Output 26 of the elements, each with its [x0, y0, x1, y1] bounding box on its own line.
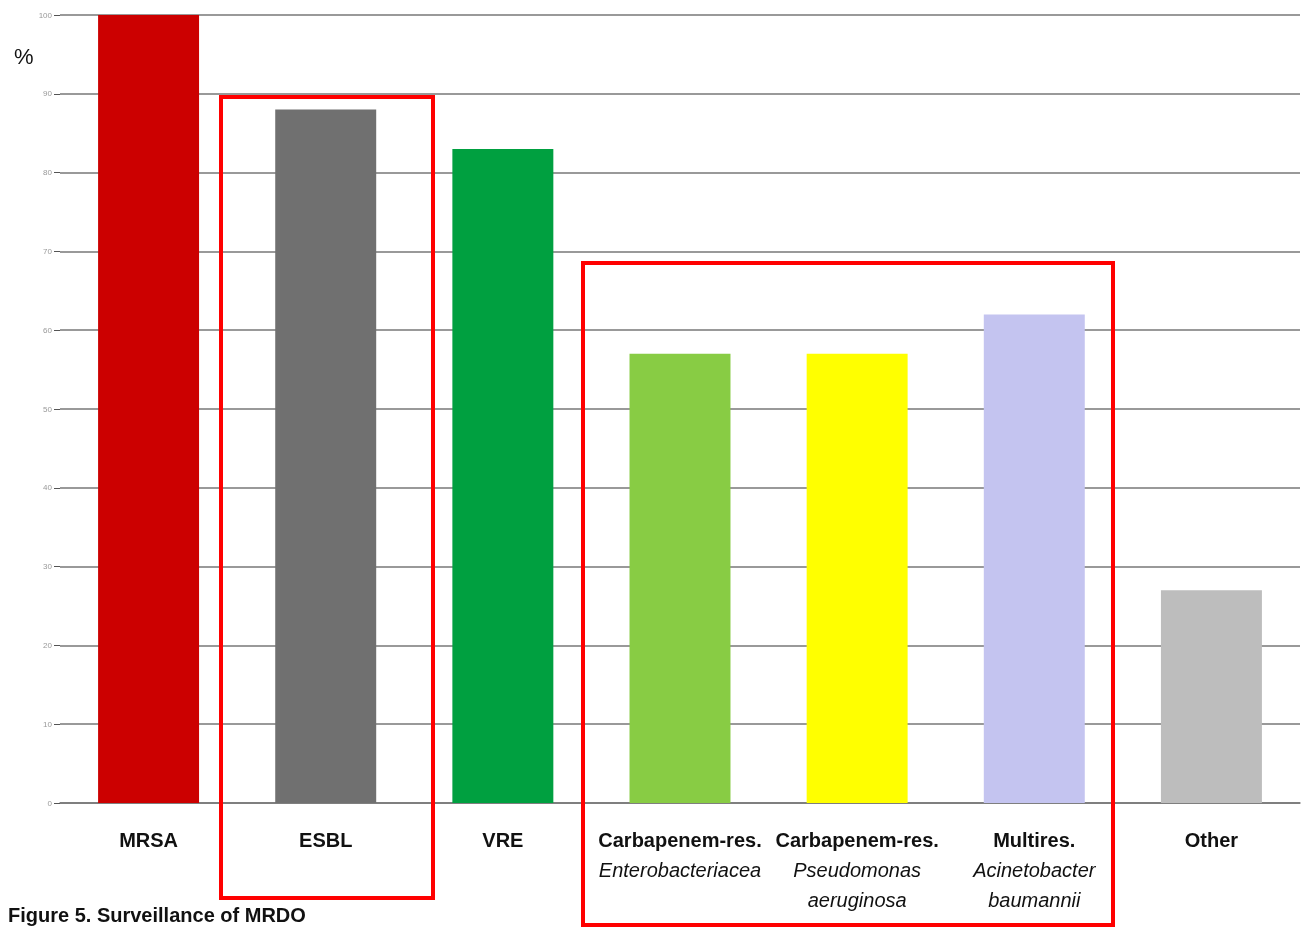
bar: [1160, 590, 1262, 803]
y-tick-label: 100: [38, 10, 53, 20]
y-tick-label: 10: [43, 719, 53, 729]
y-tick-label: 50: [43, 404, 53, 414]
y-tick-label: 60: [43, 325, 53, 335]
x-tick-label: Carbapenem-res. Pseudomonas aeruginosa: [775, 829, 939, 911]
bar: [806, 353, 908, 803]
bar: [98, 15, 200, 803]
y-tick-label: 30: [43, 562, 53, 572]
y-tick-label: 20: [43, 640, 53, 650]
x-tick-label: MRSA: [119, 829, 179, 851]
y-tick-label: 80: [43, 168, 53, 178]
y-tick-label: 0: [47, 798, 53, 808]
x-tick-label: Carbapenem-res. Enterobacteriacea: [598, 829, 762, 881]
y-tick-label: 40: [43, 483, 53, 493]
y-tick-label: 70: [43, 246, 53, 256]
bar: [629, 353, 731, 803]
caption: Figure 5. Surveillance of MRDO: [8, 904, 306, 926]
bar: [983, 314, 1085, 803]
x-tick-label: ESBL: [299, 829, 353, 851]
y-axis-title: %: [14, 43, 34, 69]
x-tick-label: Multires. Acinetobacter baumannii: [972, 829, 1097, 911]
bar: [452, 148, 554, 803]
y-tick-label: 90: [43, 89, 53, 99]
x-tick-label: VRE: [482, 829, 524, 851]
x-tick-label: Other: [1184, 829, 1239, 851]
